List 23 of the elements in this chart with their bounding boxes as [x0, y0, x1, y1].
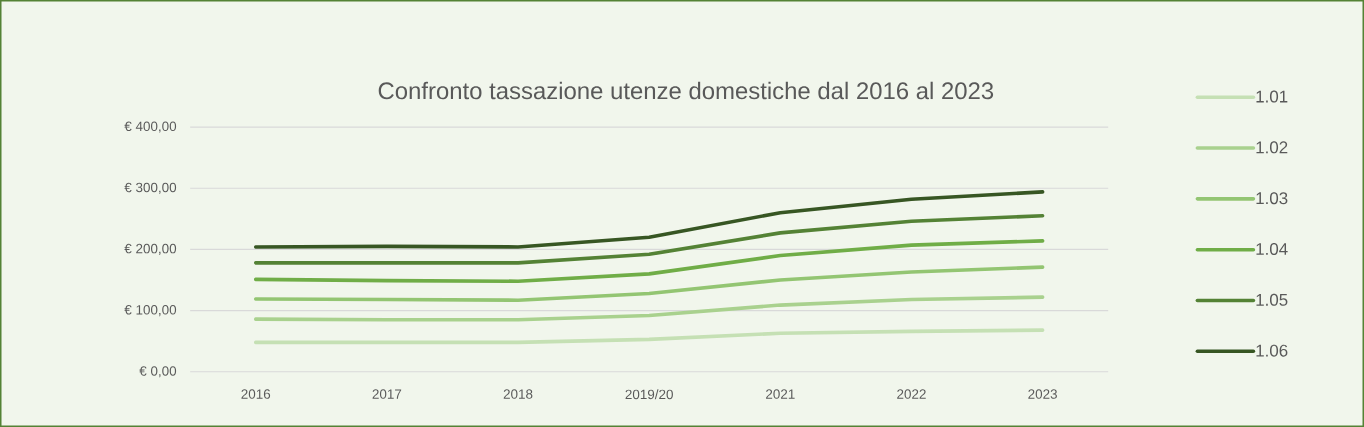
line-series: [253, 239, 1045, 284]
x-tick-label: 2023: [1028, 389, 1057, 399]
line-series: [253, 190, 1045, 249]
legend-label: 1.05: [1256, 293, 1288, 306]
legend-label: 1.01: [1256, 90, 1288, 103]
y-tick-label: € 200,00: [124, 243, 177, 255]
legend-label: 1.03: [1256, 192, 1288, 205]
x-tick-label: 2021: [766, 389, 795, 399]
legend-label: 1.04: [1256, 243, 1288, 256]
line-series: [253, 295, 1045, 322]
legend-label: 1.02: [1256, 141, 1288, 154]
x-tick-label: 2018: [503, 389, 533, 399]
x-tick-label: 2016: [241, 389, 271, 399]
x-tick-label: 2017: [372, 389, 402, 399]
y-tick-label: € 100,00: [124, 305, 177, 317]
legend-label: 1.06: [1256, 344, 1288, 357]
x-tick-label: 2019/20: [625, 389, 673, 400]
chart-title: Confronto tassazione utenze domestiche dal 2016 al 2023: [378, 81, 994, 100]
y-tick-label: € 300,00: [124, 182, 177, 194]
y-tick-label: € 400,00: [124, 121, 177, 133]
line-series: [253, 265, 1045, 302]
x-tick-label: 2022: [897, 389, 926, 399]
y-tick-label: € 0,00: [139, 366, 177, 378]
